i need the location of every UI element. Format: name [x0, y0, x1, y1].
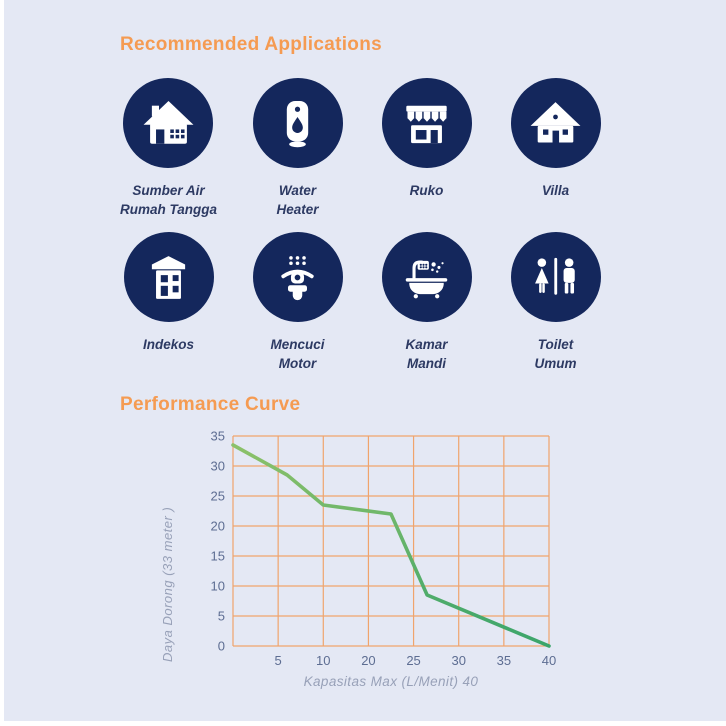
svg-text:5: 5 — [218, 609, 225, 624]
application-label: Indekos — [142, 337, 194, 352]
shop-icon — [381, 78, 472, 168]
svg-text:35: 35 — [211, 429, 225, 444]
application-label: Sumber Air Rumah Tangga — [119, 183, 217, 217]
applications-grid: Sumber Air Rumah Tangga Water Heater — [104, 78, 620, 373]
restroom-icon — [510, 232, 601, 322]
svg-text:30: 30 — [211, 459, 225, 474]
performance-curve-title: Performance Curve — [120, 394, 301, 415]
bathtub-icon — [405, 260, 448, 298]
performance-chart-area: Daya Dorong (33 meter ) 0 5 10 15 20 25 30 35 5 1… — [120, 428, 726, 696]
svg-text:0: 0 — [218, 639, 225, 654]
svg-text:10: 10 — [211, 579, 225, 594]
svg-text:20: 20 — [211, 519, 225, 534]
house-icon — [143, 100, 194, 144]
svg-text:20: 20 — [361, 653, 375, 668]
svg-text:35: 35 — [497, 653, 511, 668]
x-axis-label: Kapasitas Max (L/Menit) 40 — [303, 674, 479, 689]
application-item-sumber-air: Sumber Air Rumah Tangga — [120, 78, 217, 219]
villa-icon — [510, 78, 601, 168]
application-item-indekos: Indekos — [123, 232, 214, 373]
water-heater-icon — [252, 78, 343, 168]
application-label: Water Heater — [276, 183, 319, 217]
application-label: Toilet Umum — [534, 337, 577, 371]
application-item-toilet-umum: Toilet Umum — [510, 232, 601, 373]
boarding-house-icon — [151, 255, 186, 299]
restroom-icon — [535, 257, 575, 295]
application-label: Villa — [541, 183, 570, 198]
scooter-wash-icon — [281, 255, 314, 300]
application-label: Mencuci Motor — [270, 337, 325, 371]
villa-icon — [530, 101, 581, 142]
application-label: Ruko — [409, 183, 444, 198]
svg-text:25: 25 — [211, 489, 225, 504]
svg-text:25: 25 — [406, 653, 420, 668]
y-axis-label: Daya Dorong (33 meter ) — [160, 506, 175, 662]
svg-text:5: 5 — [275, 653, 282, 668]
application-item-kamar-mandi: Kamar Mandi — [381, 232, 472, 373]
house-icon — [123, 78, 214, 168]
shop-icon — [406, 105, 447, 143]
application-item-mencuci-motor: Mencuci Motor — [252, 232, 343, 373]
application-item-ruko: Ruko — [381, 78, 472, 219]
svg-text:15: 15 — [211, 549, 225, 564]
svg-text:40: 40 — [542, 653, 556, 668]
infographic-page: Recommended Applications Sumber A — [104, 34, 726, 696]
svg-text:10: 10 — [316, 653, 330, 668]
performance-curve-section: Performance Curve Daya Dorong (33 meter … — [120, 394, 726, 696]
application-item-water-heater: Water Heater — [252, 78, 343, 219]
performance-curve-chart: 0 5 10 15 20 25 30 35 5 10 20 25 30 35 40 — [211, 429, 557, 669]
recommended-applications-title: Recommended Applications — [120, 34, 382, 55]
svg-text:30: 30 — [451, 653, 465, 668]
boarding-house-icon — [123, 232, 214, 322]
bathtub-icon — [381, 232, 472, 322]
water-heater-icon — [286, 100, 309, 147]
scooter-wash-icon — [252, 232, 343, 322]
application-item-villa: Villa — [510, 78, 601, 219]
application-label: Kamar Mandi — [405, 337, 448, 371]
